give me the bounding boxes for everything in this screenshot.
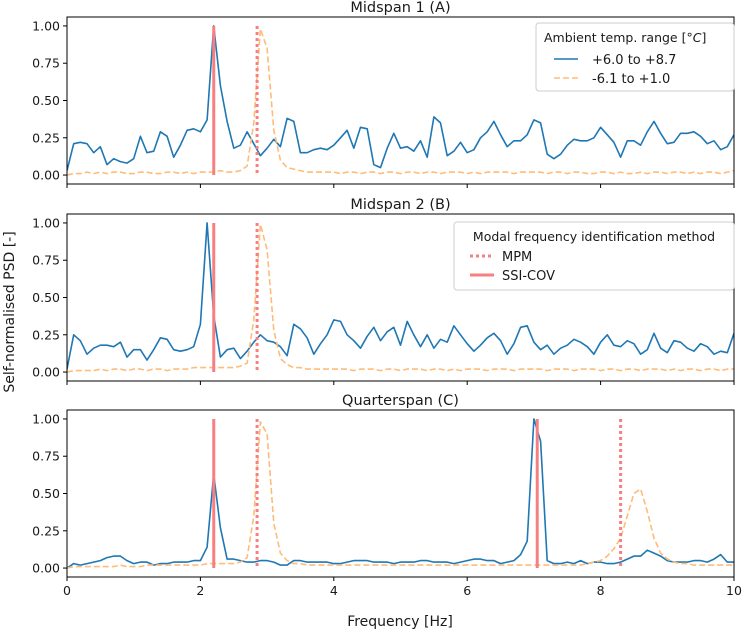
y-tick-label: 0.50 bbox=[32, 290, 60, 305]
y-tick-label: 1.00 bbox=[32, 411, 60, 426]
plot-area bbox=[67, 418, 734, 569]
panel-2: Midspan 2 (B) 0.00 0.25 0.50 0.75 1.00 bbox=[32, 197, 735, 385]
y-tick-label: 0.00 bbox=[32, 561, 60, 576]
y-tick-label: 0.25 bbox=[32, 523, 60, 538]
x-tick-label: 6 bbox=[463, 583, 471, 598]
y-tick-label: 1.00 bbox=[32, 18, 60, 33]
panel-1: Midspan 1 (A) 0.00 0.25 0.50 0.75 1.00 bbox=[32, 0, 735, 188]
method-legend-box bbox=[453, 221, 735, 291]
panel-frame bbox=[66, 409, 735, 578]
panel-3: Quarterspan (C) 0.00 0.25 0.50 0.75 1.00 0 2 4 6 8… bbox=[32, 393, 742, 598]
y-tick-label: 0.00 bbox=[32, 365, 60, 380]
panel-title: Midspan 1 (A) bbox=[350, 0, 450, 16]
y-tick-label: 0.75 bbox=[32, 253, 60, 268]
method-legend: Modal frequency identification method MP… bbox=[453, 221, 735, 291]
panel-title: Quarterspan (C) bbox=[342, 393, 459, 409]
x-tick-label: 0 bbox=[63, 583, 71, 598]
y-tick-label: 0.25 bbox=[32, 130, 60, 145]
subplot-panels: Midspan 1 (A)0.000.250.500.751.00Midspan… bbox=[32, 0, 742, 598]
y-axis-label: Self-normalised PSD [-] bbox=[2, 231, 18, 392]
x-axis-label: Frequency [Hz] bbox=[347, 614, 453, 630]
series-line-warm bbox=[67, 222, 734, 370]
y-tick-label: 0.00 bbox=[32, 168, 60, 183]
temperature-legend: Ambient temp. range [°C] +6.0 to +8.7 -6… bbox=[535, 22, 735, 92]
y-tick-label: 0.50 bbox=[32, 486, 60, 501]
plot-area bbox=[67, 222, 734, 373]
temperature-legend-box bbox=[535, 22, 735, 92]
legend-label-warm: +6.0 to +8.7 bbox=[592, 53, 676, 68]
plot-area bbox=[67, 25, 734, 176]
x-tick-label: 2 bbox=[196, 583, 204, 598]
series-line-cold bbox=[67, 28, 734, 176]
method-legend-title: Modal frequency identification method bbox=[473, 229, 715, 244]
x-tick-label: 8 bbox=[597, 583, 605, 598]
y-tick-label: 1.00 bbox=[32, 215, 60, 230]
y-tick-label: 0.25 bbox=[32, 327, 60, 342]
y-tick-label: 0.75 bbox=[32, 56, 60, 71]
y-tick-label: 0.50 bbox=[32, 93, 60, 108]
y-tick-label: 0.75 bbox=[32, 449, 60, 464]
legend-label-mpm: MPM bbox=[502, 250, 532, 265]
temperature-legend-title: Ambient temp. range [°C] bbox=[544, 30, 706, 45]
series-line-cold bbox=[67, 223, 734, 373]
legend-label-cold: -6.1 to +1.0 bbox=[592, 72, 670, 87]
series-line-warm bbox=[67, 25, 734, 171]
series-line-warm bbox=[67, 418, 734, 569]
x-tick-label: 10 bbox=[726, 583, 742, 598]
panel-title: Midspan 2 (B) bbox=[350, 197, 450, 213]
legend-label-ssicov: SSI-COV bbox=[502, 269, 555, 284]
x-tick-label: 4 bbox=[330, 583, 338, 598]
series-line-cold bbox=[67, 421, 734, 569]
